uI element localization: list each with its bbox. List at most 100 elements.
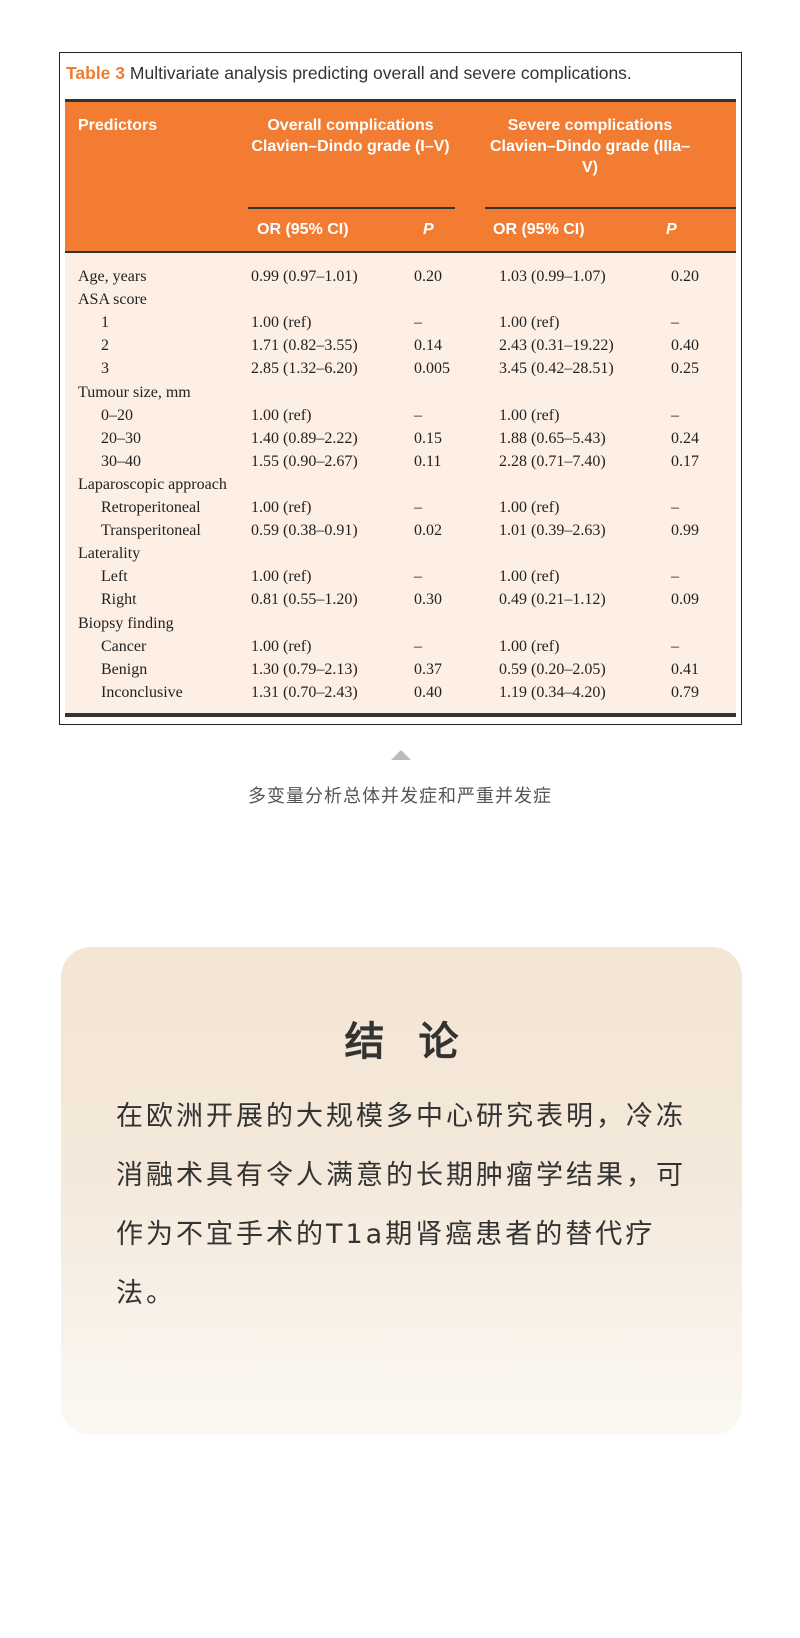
table-row: 1 1.00 (ref) – 1.00 (ref) – bbox=[65, 311, 736, 334]
p-overall: 0.15 bbox=[414, 429, 442, 447]
or-overall: 1.31 (0.70–2.43) bbox=[251, 683, 358, 701]
table-row: ASA score bbox=[65, 288, 736, 311]
or-overall: 0.99 (0.97–1.01) bbox=[251, 268, 358, 285]
or-overall: 1.00 (ref) bbox=[251, 314, 312, 332]
header-rule-overall bbox=[248, 207, 455, 209]
p-overall: 0.14 bbox=[414, 337, 442, 355]
table-row: Cancer 1.00 (ref) – 1.00 (ref) – bbox=[65, 635, 736, 658]
table-row: Laterality bbox=[65, 542, 736, 565]
header-predictors: Predictors bbox=[78, 117, 158, 134]
figure-caption: 多变量分析总体并发症和严重并发症 bbox=[248, 786, 552, 807]
table-row: 20–30 1.40 (0.89–2.22) 0.15 1.88 (0.65–5.43… bbox=[65, 427, 736, 450]
table-row: Transperitoneal 0.59 (0.38–0.91) 0.02 1.01 … bbox=[65, 519, 736, 542]
row-label: Tumour size, mm bbox=[78, 383, 191, 401]
or-overall: 1.00 (ref) bbox=[251, 406, 312, 424]
or-severe: 1.00 (ref) bbox=[499, 568, 560, 586]
table-row: 2 1.71 (0.82–3.55) 0.14 2.43 (0.31–19.22) 0.… bbox=[65, 334, 736, 357]
row-label: Retroperitoneal bbox=[101, 499, 201, 516]
p-severe: 0.79 bbox=[671, 683, 699, 701]
conclusion-body: 在欧洲开展的大规模多中心研究表明，冷冻消融术具有令人满意的长期肿瘤学结果，可作为… bbox=[116, 1101, 686, 1309]
p-severe: – bbox=[671, 314, 679, 332]
or-overall: 1.71 (0.82–3.55) bbox=[251, 337, 358, 355]
p-severe: – bbox=[671, 637, 679, 655]
or-overall: 1.55 (0.90–2.67) bbox=[251, 452, 358, 470]
row-label: Laparoscopic approach bbox=[78, 475, 227, 493]
row-label: 30–40 bbox=[101, 452, 141, 470]
table-bottom-rule bbox=[65, 713, 736, 717]
row-label: Right bbox=[101, 591, 137, 609]
table-figure: Table 3 Multivariate analysis predicting… bbox=[59, 52, 742, 725]
table-row: 3 2.85 (1.32–6.20) 0.005 3.45 (0.42–28.51) 0… bbox=[65, 357, 736, 380]
p-severe: 0.25 bbox=[671, 360, 699, 378]
header-or-overall: OR (95% CI) bbox=[257, 221, 349, 238]
table-row: Right 0.81 (0.55–1.20) 0.30 0.49 (0.21–1.12… bbox=[65, 588, 736, 611]
table-row: Tumour size, mm bbox=[65, 381, 736, 404]
or-severe: 2.43 (0.31–19.22) bbox=[499, 337, 614, 355]
row-label: Transperitoneal bbox=[101, 522, 201, 540]
p-overall: 0.40 bbox=[414, 683, 442, 701]
or-severe: 1.03 (0.99–1.07) bbox=[499, 268, 606, 285]
or-severe: 1.88 (0.65–5.43) bbox=[499, 429, 606, 447]
p-severe: – bbox=[671, 568, 679, 586]
p-severe: 0.24 bbox=[671, 429, 699, 447]
p-overall: 0.02 bbox=[414, 522, 442, 540]
or-overall: 2.85 (1.32–6.20) bbox=[251, 360, 358, 378]
or-overall: 1.30 (0.79–2.13) bbox=[251, 660, 358, 678]
p-severe: 0.17 bbox=[671, 452, 699, 470]
p-overall: – bbox=[414, 314, 422, 332]
header-p-severe: P bbox=[666, 221, 677, 238]
p-severe: – bbox=[671, 406, 679, 424]
or-overall: 1.00 (ref) bbox=[251, 637, 312, 655]
or-overall: 1.00 (ref) bbox=[251, 568, 312, 586]
or-severe: 0.49 (0.21–1.12) bbox=[499, 591, 606, 609]
conclusion-title: 结论 bbox=[344, 1018, 493, 1065]
or-overall: 1.40 (0.89–2.22) bbox=[251, 429, 358, 447]
row-label: Biopsy finding bbox=[78, 614, 174, 632]
row-label: ASA score bbox=[78, 291, 147, 309]
p-overall: 0.20 bbox=[414, 268, 442, 285]
conclusion-card: 结论 在欧洲开展的大规模多中心研究表明，冷冻消融术具有令人满意的长期肿瘤学结果，… bbox=[61, 947, 742, 1435]
table-body: Age, years 0.99 (0.97–1.01) 0.20 1.03 (0.99… bbox=[65, 253, 736, 713]
p-severe: 0.41 bbox=[671, 660, 699, 678]
or-severe: 1.00 (ref) bbox=[499, 314, 560, 332]
row-label: 2 bbox=[101, 337, 109, 355]
row-label: 3 bbox=[101, 360, 109, 378]
or-severe: 1.00 (ref) bbox=[499, 637, 560, 655]
table-row: Benign 1.30 (0.79–2.13) 0.37 0.59 (0.20–2.0… bbox=[65, 658, 736, 681]
or-severe: 0.59 (0.20–2.05) bbox=[499, 660, 606, 678]
or-overall: 0.81 (0.55–1.20) bbox=[251, 591, 358, 609]
table-row: Biopsy finding bbox=[65, 612, 736, 635]
table-label: Table 3 bbox=[66, 63, 126, 83]
table-title: Table 3 Multivariate analysis predicting… bbox=[66, 63, 632, 84]
p-overall: – bbox=[414, 637, 422, 655]
p-severe: – bbox=[671, 499, 679, 516]
p-overall: – bbox=[414, 568, 422, 586]
table-row: Age, years 0.99 (0.97–1.01) 0.20 1.03 (0.99… bbox=[65, 265, 736, 288]
triangle-up-icon bbox=[391, 750, 411, 760]
row-label: Age, years bbox=[78, 268, 147, 285]
or-overall: 1.00 (ref) bbox=[251, 499, 312, 516]
p-severe: 0.20 bbox=[671, 268, 699, 285]
p-overall: 0.005 bbox=[414, 360, 450, 378]
row-label: Inconclusive bbox=[101, 683, 183, 701]
p-overall: 0.30 bbox=[414, 591, 442, 609]
table-header: Predictors Overall complications Clavien… bbox=[65, 99, 736, 253]
header-p-overall: P bbox=[423, 221, 434, 238]
or-severe: 1.00 (ref) bbox=[499, 406, 560, 424]
row-label: Laterality bbox=[78, 545, 141, 563]
p-severe: 0.09 bbox=[671, 591, 699, 609]
table-row: 0–20 1.00 (ref) – 1.00 (ref) – bbox=[65, 404, 736, 427]
or-severe: 3.45 (0.42–28.51) bbox=[499, 360, 614, 378]
header-severe: Severe complications Clavien–Dindo grade… bbox=[489, 117, 691, 176]
row-label: Cancer bbox=[101, 637, 147, 655]
header-overall: Overall complications Clavien–Dindo grad… bbox=[251, 117, 450, 155]
table-row: 30–40 1.55 (0.90–2.67) 0.11 2.28 (0.71–7.40… bbox=[65, 450, 736, 473]
header-rule-severe bbox=[485, 207, 736, 209]
table-row: Left 1.00 (ref) – 1.00 (ref) – bbox=[65, 565, 736, 588]
row-label: Left bbox=[101, 568, 128, 586]
p-overall: 0.11 bbox=[414, 452, 442, 470]
or-severe: 1.19 (0.34–4.20) bbox=[499, 683, 606, 701]
p-severe: 0.99 bbox=[671, 522, 699, 540]
table-row: Retroperitoneal 1.00 (ref) – 1.00 (ref) – bbox=[65, 496, 736, 519]
table-caption-text: Multivariate analysis predicting overall… bbox=[129, 63, 632, 83]
